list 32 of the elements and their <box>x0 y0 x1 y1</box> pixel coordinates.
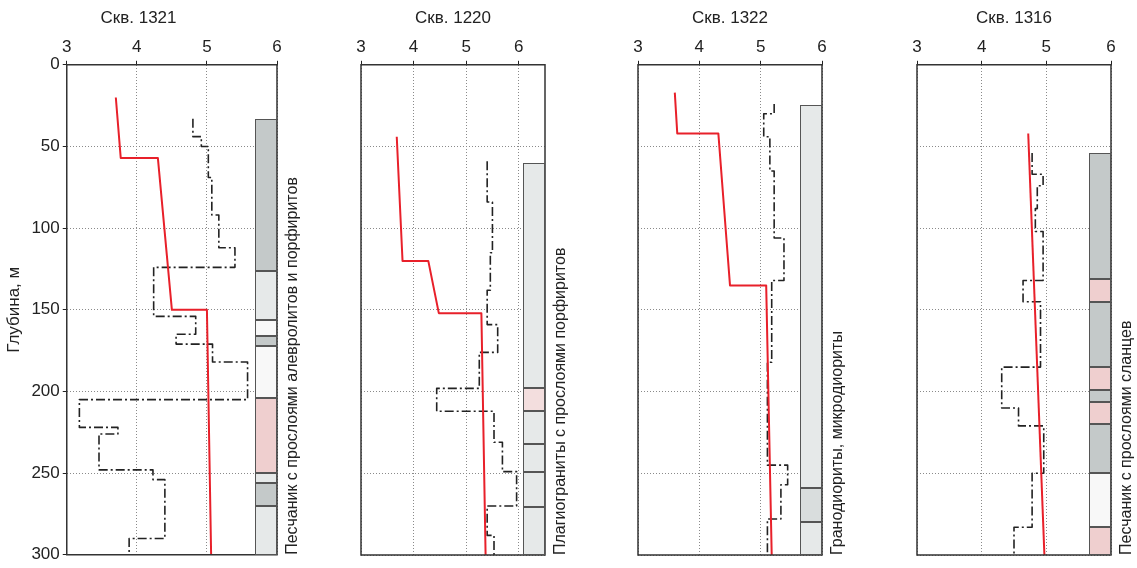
x-tick-label: 5 <box>461 37 471 57</box>
y-tick-label: 150 <box>31 299 60 319</box>
x-tick-label: 6 <box>513 37 524 57</box>
text: Плагиограниты с прослоями порфиритов <box>551 247 569 555</box>
x-tick-label: 5 <box>1041 37 1052 57</box>
y-tick-label: 50 <box>40 136 60 156</box>
x-tick-label: 3 <box>912 37 922 57</box>
y-axis-title: Глубина, м <box>3 266 23 353</box>
chart-title: Скв. 1321 <box>100 7 177 27</box>
x-tick-label: 4 <box>694 37 705 57</box>
y-tick-label: 250 <box>31 462 60 482</box>
x-tick-label: 6 <box>272 37 282 57</box>
y-tick-label: 0 <box>50 54 60 74</box>
x-tick-label: 3 <box>356 37 366 57</box>
text: Песчаник с прослоями сланцев <box>1117 320 1135 555</box>
x-tick-label: 6 <box>817 37 827 57</box>
x-tick-label: 4 <box>132 37 142 57</box>
x-tick-label: 3 <box>62 37 72 57</box>
x-tick-label: 6 <box>1106 37 1116 57</box>
y-tick-label: 300 <box>31 544 60 564</box>
x-tick-label: 5 <box>202 37 212 57</box>
text: Гранодиориты, микродиориты <box>828 331 846 555</box>
chart-title: Скв. 1322 <box>691 7 769 27</box>
x-tick-label: 4 <box>976 37 987 57</box>
text: Песчаник с прослоями алевролитов и порфиритов <box>283 177 301 555</box>
chart-title: Скв. 1316 <box>975 7 1053 27</box>
y-tick-label: 100 <box>31 217 60 237</box>
x-tick-label: 4 <box>408 37 419 57</box>
chart-title: Скв. 1220 <box>414 7 492 27</box>
x-tick-label: 3 <box>633 37 643 57</box>
y-tick-label: 200 <box>31 381 60 401</box>
x-tick-label: 5 <box>755 37 766 57</box>
